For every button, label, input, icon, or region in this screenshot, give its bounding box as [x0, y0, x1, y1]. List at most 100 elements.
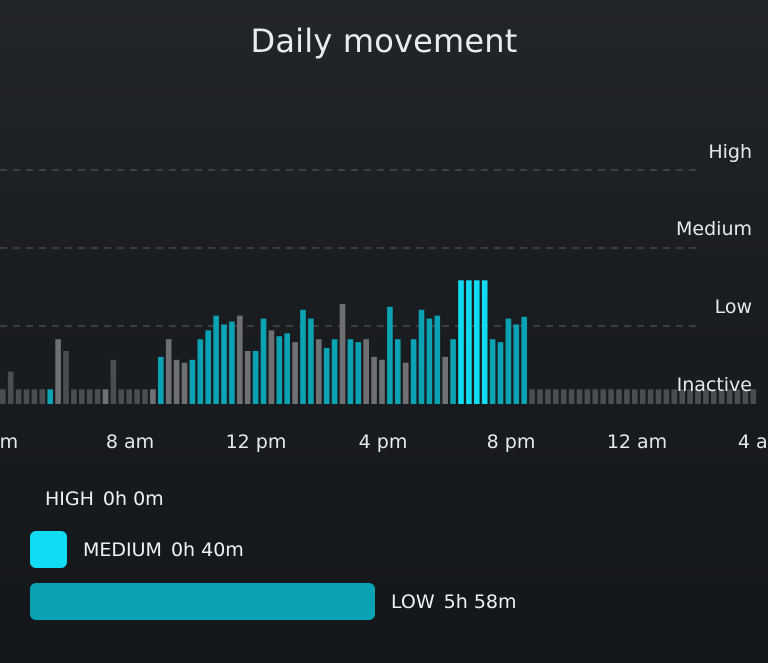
bar-46: [363, 339, 369, 404]
bar-80: [632, 389, 638, 404]
bar-17: [134, 389, 140, 404]
bar-74: [584, 389, 591, 404]
x-tick-label: 4 pm: [359, 431, 408, 453]
legend-item-low: LOW 5h 58m: [30, 583, 517, 620]
bar-90: [711, 389, 717, 404]
bar-75: [592, 389, 599, 404]
bar-88: [695, 389, 701, 404]
bar-36: [284, 333, 290, 404]
bar-65: [513, 324, 520, 404]
bar-7: [55, 339, 61, 404]
chart-title: Daily movement: [250, 22, 518, 60]
level-label-medium: Medium: [676, 218, 752, 240]
bar-83: [655, 389, 662, 404]
bar-45: [355, 342, 362, 404]
bar-30: [237, 315, 243, 404]
bar-84: [663, 389, 670, 404]
bar-20: [158, 356, 164, 404]
bar-2: [15, 389, 22, 404]
bar-85: [671, 389, 678, 404]
bar-10: [79, 389, 85, 404]
bar-77: [608, 389, 614, 404]
bar-16: [126, 389, 132, 404]
legend-bar-low: [30, 583, 375, 620]
bar-0: [0, 389, 6, 404]
bar-39: [308, 318, 314, 404]
x-tick-label: 4 am: [738, 431, 768, 453]
bar-91: [718, 389, 725, 404]
bar-52: [410, 339, 417, 404]
x-tick-label: 8 pm: [487, 431, 536, 453]
bar-1: [7, 371, 14, 404]
bar-15: [118, 389, 125, 404]
bar-38: [300, 309, 306, 404]
movement-chart: Inactive Low Medium High am 8 am 12 pm 4 pm 8 pm…: [0, 141, 768, 453]
legend-bar-medium: [30, 531, 67, 568]
x-tick-label: 12 am: [607, 431, 667, 453]
bar-50: [395, 339, 401, 404]
legend-value: 5h 58m: [443, 590, 517, 613]
legend-label: MEDIUM: [83, 538, 162, 561]
legend-value: 0h 0m: [102, 488, 164, 510]
bar-60: [474, 280, 480, 404]
level-label-low: Low: [715, 296, 752, 318]
bar-27: [213, 315, 219, 404]
bar-29: [229, 321, 235, 404]
bar-79: [624, 389, 630, 404]
bar-44: [347, 339, 354, 404]
bar-78: [616, 389, 622, 404]
bar-47: [371, 356, 377, 404]
bar-68: [537, 389, 543, 404]
bar-13: [102, 389, 109, 404]
bar-19: [150, 389, 156, 404]
bar-6: [47, 389, 53, 404]
x-tick-label: am: [0, 431, 18, 453]
bar-86: [679, 389, 685, 404]
bar-42: [331, 339, 338, 404]
bar-23: [181, 362, 188, 404]
bar-70: [553, 389, 559, 404]
bar-93: [734, 389, 741, 404]
legend-item-high: HIGH 0h 0m: [45, 484, 164, 514]
bar-33: [260, 318, 267, 404]
legend-label: LOW: [391, 590, 435, 613]
bar-37: [292, 342, 298, 404]
bar-66: [521, 316, 527, 404]
level-label-inactive: Inactive: [677, 374, 752, 396]
bar-82: [647, 389, 654, 404]
bar-59: [466, 280, 472, 404]
bar-63: [497, 342, 504, 404]
bar-32: [252, 351, 259, 404]
bar-54: [426, 318, 433, 404]
bar-72: [568, 389, 575, 404]
bar-4: [31, 389, 38, 404]
bar-21: [165, 339, 172, 404]
bar-26: [205, 330, 211, 404]
bar-81: [639, 389, 646, 404]
bar-43: [339, 303, 346, 404]
bar-92: [726, 389, 733, 404]
bar-57: [450, 339, 456, 404]
bar-9: [71, 389, 77, 404]
bar-48: [379, 359, 385, 404]
bar-87: [687, 389, 693, 404]
bar-12: [94, 389, 101, 404]
bar-71: [560, 389, 567, 404]
bar-35: [276, 336, 283, 404]
bar-14: [110, 359, 117, 404]
x-tick-label: 12 pm: [226, 431, 287, 453]
bar-73: [576, 389, 583, 404]
bar-69: [545, 389, 551, 404]
bar-53: [418, 309, 425, 404]
bar-41: [323, 348, 330, 404]
bar-64: [505, 318, 512, 404]
level-label-high: High: [708, 141, 752, 163]
bar-5: [39, 389, 46, 404]
bar-95: [750, 389, 757, 404]
bar-56: [442, 356, 448, 404]
bar-51: [402, 362, 409, 404]
bar-89: [703, 389, 709, 404]
bar-18: [142, 389, 148, 404]
bar-11: [86, 389, 93, 404]
bar-62: [489, 339, 496, 404]
